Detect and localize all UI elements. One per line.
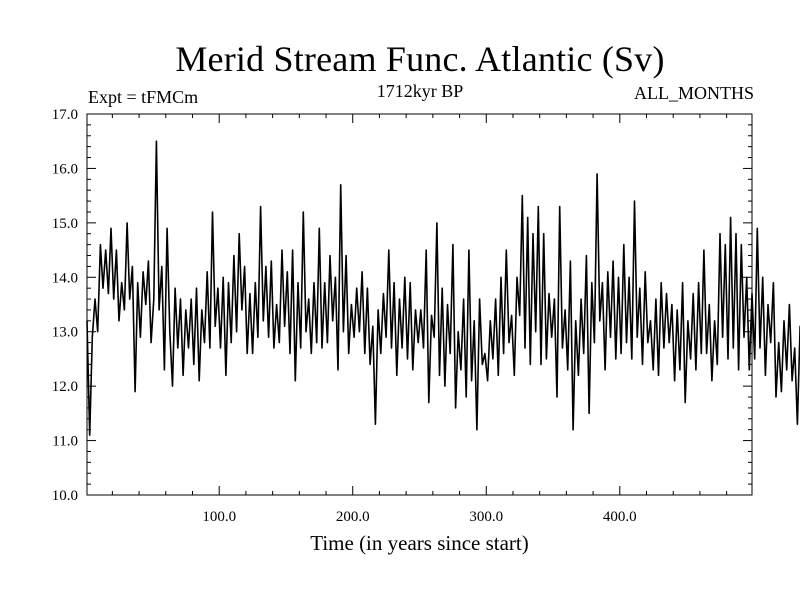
x-tick-label: 400.0 bbox=[603, 509, 637, 525]
y-tick-label: 13.0 bbox=[52, 325, 78, 341]
x-tick-label: 300.0 bbox=[469, 509, 503, 525]
y-tick-label: 10.0 bbox=[52, 488, 78, 504]
experiment-label: Expt = tFMCm bbox=[88, 87, 199, 107]
axis-ticks bbox=[87, 113, 752, 496]
y-tick-label: 14.0 bbox=[52, 270, 78, 286]
series-line bbox=[86, 140, 800, 436]
months-label: ALL_MONTHS bbox=[634, 83, 754, 103]
period-label: 1712kyr BP bbox=[376, 81, 464, 101]
x-axis-label: Time (in years since start) bbox=[310, 531, 529, 555]
x-tick-label: 100.0 bbox=[202, 509, 236, 525]
y-tick-label: 17.0 bbox=[52, 107, 78, 123]
y-tick-label: 11.0 bbox=[52, 434, 78, 450]
chart-title: Merid Stream Func. Atlantic (Sv) bbox=[175, 39, 665, 79]
plot-frame bbox=[86, 113, 753, 496]
y-tick-label: 12.0 bbox=[52, 379, 78, 395]
tick-labels: 10.0 11.0 12.0 13.0 14.0 15.0 16.0 17.0 100.0 200… bbox=[52, 107, 637, 525]
series-group bbox=[86, 140, 800, 436]
x-tick-label: 200.0 bbox=[336, 509, 370, 525]
y-tick-label: 15.0 bbox=[52, 216, 78, 232]
y-tick-label: 16.0 bbox=[52, 161, 78, 177]
